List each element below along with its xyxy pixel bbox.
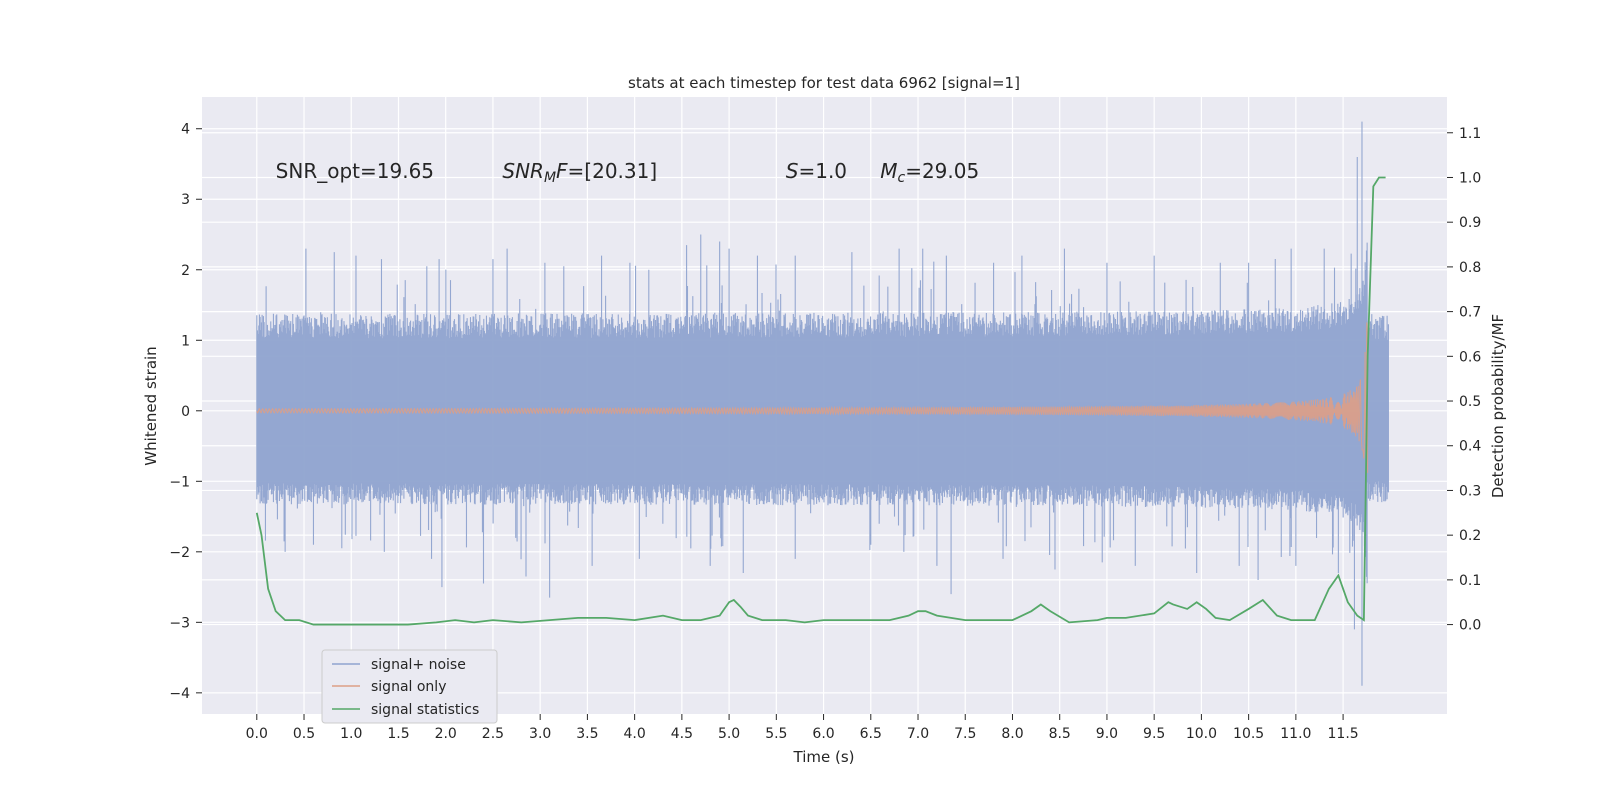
- annotation-mc-val: Mc=29.05: [880, 159, 979, 186]
- y-right-tick-label: 1.0: [1459, 170, 1481, 186]
- x-tick-label: 3.0: [529, 726, 551, 742]
- y-right-tick-label: 0.3: [1459, 483, 1481, 499]
- y-right-tick-label: 0.7: [1459, 305, 1481, 321]
- legend-label-signal-noise: signal+ noise: [371, 657, 466, 673]
- y-left-tick-label: 2: [181, 263, 190, 279]
- y-left-tick-label: 0: [181, 404, 190, 420]
- x-tick-label: 6.5: [860, 726, 882, 742]
- x-tick-label: 4.5: [671, 726, 693, 742]
- x-tick-label: 9.0: [1096, 726, 1118, 742]
- x-tick-label: 7.0: [907, 726, 929, 742]
- x-tick-label: 2.5: [482, 726, 504, 742]
- x-axis-label: Time (s): [793, 748, 855, 766]
- y-left-tick-label: −1: [169, 474, 190, 490]
- x-tick-label: 7.5: [954, 726, 976, 742]
- y-right-tick-label: 0.8: [1459, 260, 1481, 276]
- x-tick-label: 10.0: [1186, 726, 1217, 742]
- x-tick-label: 4.0: [623, 726, 645, 742]
- y-right-tick-label: 0.6: [1459, 349, 1481, 365]
- x-tick-label: 5.0: [718, 726, 740, 742]
- chart-title: stats at each timestep for test data 696…: [628, 74, 1020, 92]
- y-left-tick-label: 1: [181, 333, 190, 349]
- y-left-tick-label: −4: [169, 686, 190, 702]
- y-right-tick-label: 1.1: [1459, 126, 1481, 142]
- x-tick-label: 1.0: [340, 726, 362, 742]
- y-right-tick-label: 0.0: [1459, 618, 1481, 634]
- y-axis-label-right: Detection probability/MF: [1489, 314, 1507, 498]
- legend: signal+ noise signal only signal statist…: [321, 649, 498, 724]
- legend-label-signal-only: signal only: [371, 679, 446, 695]
- y-right-tick-label: 0.9: [1459, 215, 1481, 231]
- x-tick-label: 8.0: [1001, 726, 1023, 742]
- series-layer: [255, 121, 1389, 686]
- y-right-tick-label: 0.2: [1459, 528, 1481, 544]
- x-tick-label: 11.0: [1280, 726, 1311, 742]
- y-left-tick-label: −3: [169, 615, 190, 631]
- x-tick-label: 6.0: [812, 726, 834, 742]
- y-left-tick-label: 4: [181, 122, 190, 138]
- x-tick-label: 2.0: [435, 726, 457, 742]
- y-left-tick-label: 3: [181, 192, 190, 208]
- ticks-layer: 0.0 0.5 1.0 1.5 2.0 2.5 3.0 3.5 4.0 4.5 5.0 5.5 6.0 6…: [169, 122, 1481, 742]
- x-tick-label: 9.5: [1143, 726, 1165, 742]
- series-signal-statistics-line: [255, 176, 1386, 626]
- annotation-s-val: S=1.0: [786, 159, 847, 183]
- annotation-layer: SNR_opt=19.65 SNRMF=[20.31] S=1.0 Mc=29.05: [276, 159, 980, 186]
- x-tick-label: 3.5: [576, 726, 598, 742]
- y-axis-label-left: Whitened strain: [142, 346, 160, 465]
- x-tick-label: 10.5: [1233, 726, 1264, 742]
- x-tick-label: 11.5: [1328, 726, 1359, 742]
- legend-box: [321, 649, 498, 724]
- x-tick-label: 1.5: [387, 726, 409, 742]
- y-right-tick-label: 0.5: [1459, 394, 1481, 410]
- x-tick-label: 5.5: [765, 726, 787, 742]
- x-tick-label: 0.0: [246, 726, 268, 742]
- legend-label-signal-statistics: signal statistics: [371, 702, 479, 718]
- annotation-snr-mf: SNRMF=[20.31]: [502, 159, 657, 186]
- annotation-snr-opt: SNR_opt=19.65: [276, 159, 434, 183]
- series-signal-only-line: [256, 322, 1369, 473]
- y-right-tick-label: 0.4: [1459, 439, 1481, 455]
- x-tick-label: 8.5: [1049, 726, 1071, 742]
- y-right-tick-label: 0.1: [1459, 573, 1481, 589]
- x-tick-label: 0.5: [293, 726, 315, 742]
- y-left-tick-label: −2: [169, 545, 190, 561]
